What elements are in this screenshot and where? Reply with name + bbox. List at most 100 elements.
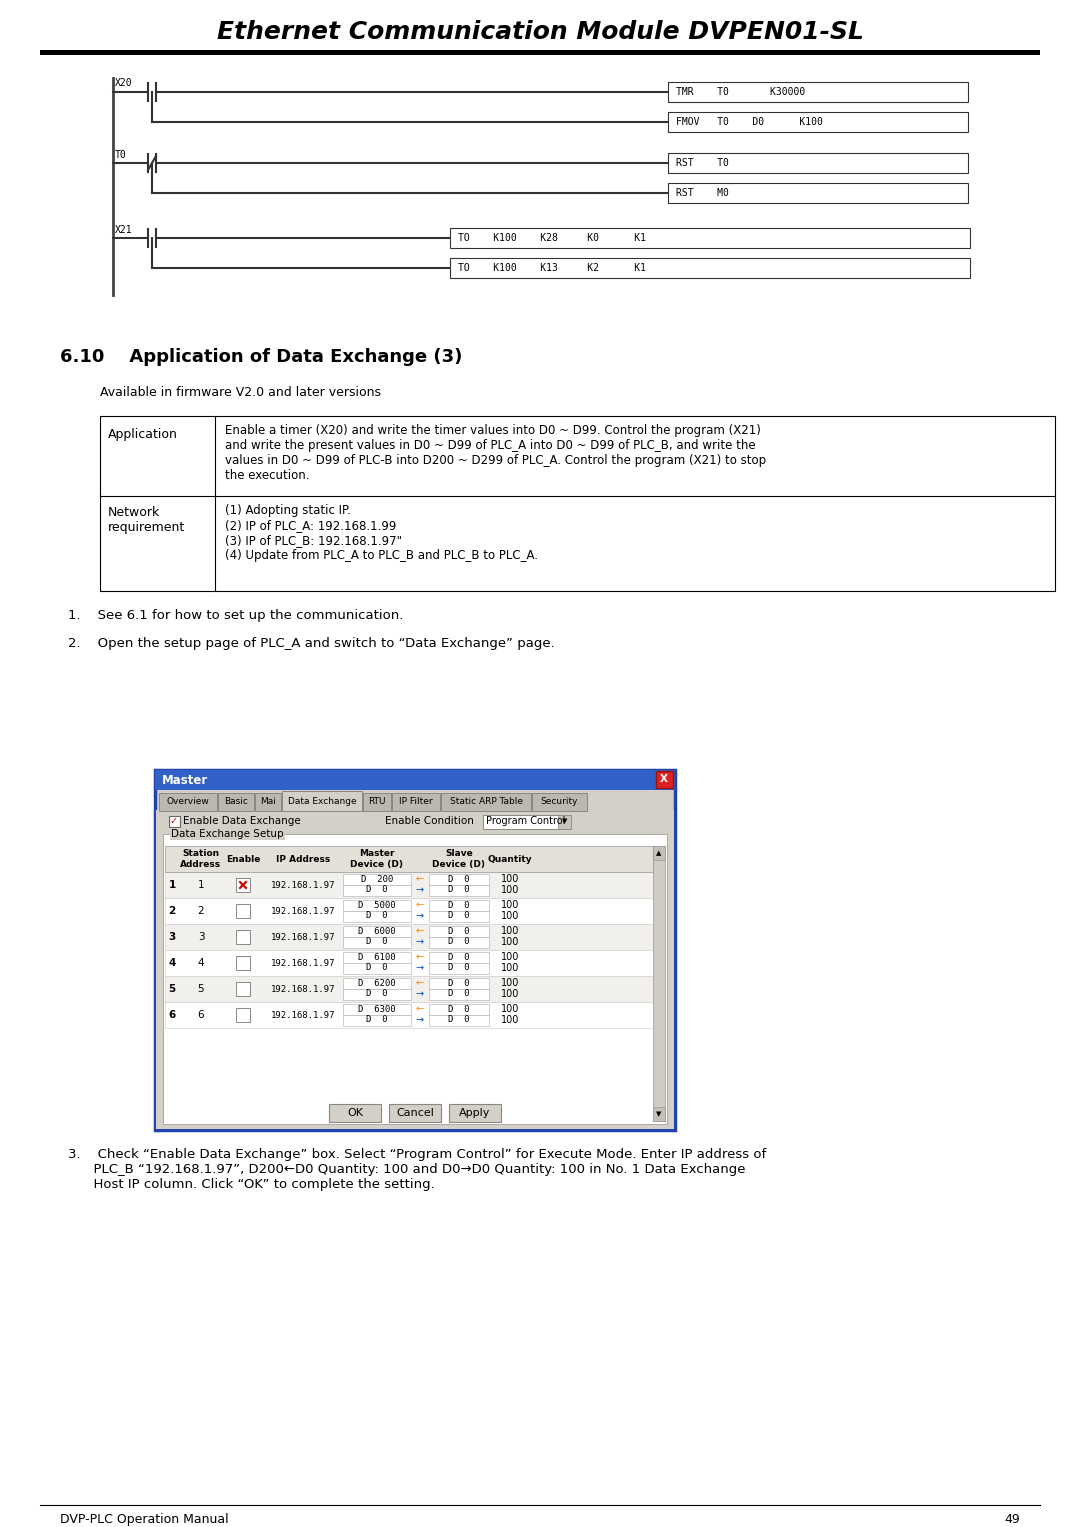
Text: Security: Security xyxy=(541,797,578,806)
Bar xyxy=(532,793,588,811)
Bar xyxy=(237,1008,249,1022)
Text: ✓: ✓ xyxy=(170,815,178,826)
Bar xyxy=(429,977,489,989)
Text: D  0: D 0 xyxy=(448,927,470,936)
Text: Cancel: Cancel xyxy=(396,1109,434,1118)
Text: 2: 2 xyxy=(198,906,204,916)
Bar xyxy=(100,415,1055,591)
Text: 100: 100 xyxy=(501,951,519,962)
Text: D  0: D 0 xyxy=(448,989,470,999)
Bar xyxy=(168,815,180,828)
Bar xyxy=(165,898,653,924)
Text: 6.10    Application of Data Exchange (3): 6.10 Application of Data Exchange (3) xyxy=(60,348,462,366)
Text: 100: 100 xyxy=(501,964,519,973)
Text: 6: 6 xyxy=(198,1009,204,1020)
Text: ✓: ✓ xyxy=(239,880,247,890)
Bar xyxy=(343,964,411,974)
Text: 100: 100 xyxy=(501,873,519,884)
Text: D  0: D 0 xyxy=(366,886,388,895)
Text: 2: 2 xyxy=(168,906,176,916)
Text: RTU: RTU xyxy=(368,797,386,806)
Bar xyxy=(165,950,653,976)
Text: ←: ← xyxy=(416,873,424,884)
Text: Available in firmware V2.0 and later versions: Available in firmware V2.0 and later ver… xyxy=(100,386,381,399)
Text: ←: ← xyxy=(416,977,424,988)
Bar xyxy=(343,912,411,922)
Text: D  0: D 0 xyxy=(366,1015,388,1025)
Text: D  5000: D 5000 xyxy=(359,901,395,910)
Bar xyxy=(429,873,489,886)
Text: ←: ← xyxy=(416,925,424,936)
Text: (1) Adopting static IP.
(2) IP of PLC_A: 192.168.1.99
(3) IP of PLC_B: 192.168.1: (1) Adopting static IP. (2) IP of PLC_A:… xyxy=(225,504,538,562)
Text: D  0: D 0 xyxy=(448,1005,470,1014)
Bar xyxy=(558,815,571,829)
Bar xyxy=(450,258,970,278)
Bar xyxy=(163,834,667,1124)
Text: 5: 5 xyxy=(198,983,204,994)
Text: →: → xyxy=(416,938,424,947)
Text: 192.168.1.97: 192.168.1.97 xyxy=(271,985,335,994)
Bar xyxy=(653,1107,665,1121)
Text: Master
Device (D): Master Device (D) xyxy=(351,849,404,869)
Text: X20: X20 xyxy=(114,78,133,89)
Text: →: → xyxy=(416,912,424,921)
Bar xyxy=(343,977,411,989)
Bar xyxy=(429,964,489,974)
Bar xyxy=(343,951,411,964)
Text: RST    T0: RST T0 xyxy=(676,157,729,168)
Text: DVP-PLC Operation Manual: DVP-PLC Operation Manual xyxy=(60,1513,229,1525)
Text: OK: OK xyxy=(347,1109,363,1118)
Text: 192.168.1.97: 192.168.1.97 xyxy=(271,907,335,916)
Text: TO    K100    K13     K2      K1: TO K100 K13 K2 K1 xyxy=(458,263,646,273)
Text: Overview: Overview xyxy=(166,797,210,806)
Text: Enable Data Exchange: Enable Data Exchange xyxy=(183,815,300,826)
Bar xyxy=(156,770,675,1130)
Bar xyxy=(343,873,411,886)
Text: 100: 100 xyxy=(501,912,519,921)
Bar xyxy=(441,793,531,811)
Bar xyxy=(165,872,653,898)
Bar xyxy=(450,228,970,247)
Bar xyxy=(429,899,489,912)
Bar xyxy=(165,976,653,1002)
Text: IP Address: IP Address xyxy=(275,855,330,863)
Bar xyxy=(40,50,1040,55)
Text: Station
Address: Station Address xyxy=(180,849,221,869)
Text: Ethernet Communication Module DVPEN01-SL: Ethernet Communication Module DVPEN01-SL xyxy=(217,20,863,44)
Text: Master: Master xyxy=(162,774,208,786)
Text: Quantity: Quantity xyxy=(488,855,532,863)
Text: 100: 100 xyxy=(501,925,519,936)
Text: D  0: D 0 xyxy=(366,938,388,947)
Text: IP Filter: IP Filter xyxy=(400,797,433,806)
Text: →: → xyxy=(416,1015,424,1025)
Text: Application: Application xyxy=(108,428,178,441)
Text: 4: 4 xyxy=(198,957,204,968)
Bar xyxy=(237,904,249,918)
Text: Slave
Device (D): Slave Device (D) xyxy=(432,849,486,869)
Text: D  6300: D 6300 xyxy=(359,1005,395,1014)
Bar xyxy=(237,878,249,892)
Text: 100: 100 xyxy=(501,989,519,999)
Text: D  0: D 0 xyxy=(448,979,470,988)
Bar xyxy=(669,82,968,102)
Text: D  0: D 0 xyxy=(448,901,470,910)
Text: →: → xyxy=(416,964,424,973)
Text: 100: 100 xyxy=(501,1003,519,1014)
Text: Program Control: Program Control xyxy=(486,815,565,826)
Text: FMOV   T0    D0      K100: FMOV T0 D0 K100 xyxy=(676,118,823,127)
Text: Apply: Apply xyxy=(459,1109,490,1118)
Bar xyxy=(653,846,665,860)
Bar xyxy=(392,793,440,811)
Bar xyxy=(343,1015,411,1026)
Bar xyxy=(429,989,489,1000)
Text: D  200: D 200 xyxy=(361,875,393,884)
Bar xyxy=(165,846,653,872)
Text: D  0: D 0 xyxy=(366,989,388,999)
Text: 3: 3 xyxy=(168,931,176,942)
Bar xyxy=(165,1002,653,1028)
Text: D  0: D 0 xyxy=(448,886,470,895)
Text: 100: 100 xyxy=(501,938,519,947)
Bar xyxy=(343,899,411,912)
Text: 1: 1 xyxy=(198,880,204,890)
Bar xyxy=(165,924,653,950)
